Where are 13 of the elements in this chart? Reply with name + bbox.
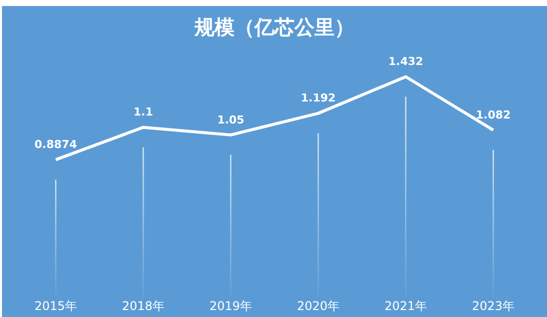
x-tick-label: 2021年	[384, 298, 428, 313]
data-label: 0.8874	[34, 138, 78, 152]
data-label: 1.192	[300, 92, 336, 105]
data-label: 1.432	[388, 55, 424, 68]
x-tick-label: 2023年	[472, 298, 515, 313]
data-label: 1.1	[134, 106, 153, 119]
data-label: 1.05	[217, 113, 244, 126]
x-tick-label: 2020年	[296, 298, 340, 313]
x-tick-label: 2018年	[122, 298, 165, 313]
data-label: 1.082	[476, 108, 511, 122]
chart-title: 规模（亿芯公里）	[193, 14, 356, 41]
x-tick-label: 2019年	[209, 298, 252, 313]
x-tick-label: 2015年	[34, 298, 78, 313]
